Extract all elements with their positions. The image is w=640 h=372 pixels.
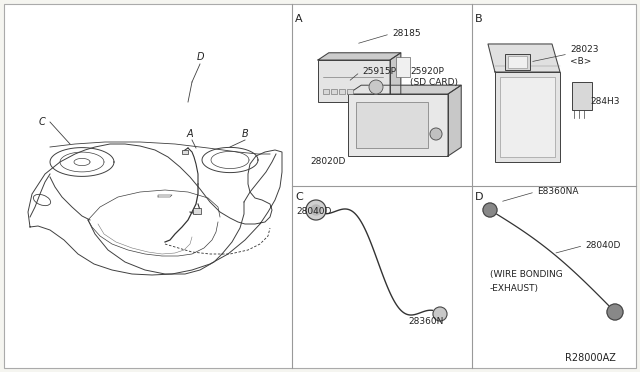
Polygon shape xyxy=(448,85,461,156)
Bar xyxy=(396,57,410,77)
Circle shape xyxy=(433,307,447,321)
Text: R28000AZ: R28000AZ xyxy=(565,353,616,363)
Text: 28360N: 28360N xyxy=(408,317,444,327)
Text: -EXHAUST): -EXHAUST) xyxy=(490,283,539,292)
Text: A: A xyxy=(187,129,193,139)
Text: 28040D: 28040D xyxy=(296,208,332,217)
Bar xyxy=(572,82,592,110)
Bar xyxy=(348,94,448,156)
Polygon shape xyxy=(348,85,461,94)
Polygon shape xyxy=(488,44,560,72)
Circle shape xyxy=(430,128,442,140)
Text: A: A xyxy=(295,14,303,24)
Bar xyxy=(500,77,555,157)
Circle shape xyxy=(483,203,497,217)
Text: 28185: 28185 xyxy=(392,29,420,38)
Text: D: D xyxy=(475,192,483,202)
Bar xyxy=(505,54,530,70)
Polygon shape xyxy=(318,53,401,60)
Text: 28023: 28023 xyxy=(570,45,598,55)
Circle shape xyxy=(369,80,383,94)
Polygon shape xyxy=(390,53,401,102)
Text: B: B xyxy=(475,14,483,24)
Text: C: C xyxy=(38,117,45,127)
Bar xyxy=(193,208,201,214)
Text: 25920P: 25920P xyxy=(410,67,444,77)
Text: 284H3: 284H3 xyxy=(590,97,620,106)
Bar xyxy=(495,72,560,162)
Bar xyxy=(508,56,527,68)
Text: (WIRE BONDING: (WIRE BONDING xyxy=(490,269,563,279)
Text: 25915P: 25915P xyxy=(362,67,396,77)
Bar xyxy=(182,150,188,154)
Bar xyxy=(318,60,390,102)
Bar xyxy=(339,89,345,94)
Circle shape xyxy=(306,200,326,220)
Text: E8360NA: E8360NA xyxy=(537,187,579,196)
Text: <B>: <B> xyxy=(570,58,591,67)
Text: (SD CARD): (SD CARD) xyxy=(410,77,458,87)
Circle shape xyxy=(311,205,321,215)
Text: 28040D: 28040D xyxy=(586,241,621,250)
Bar xyxy=(356,102,428,148)
Text: C: C xyxy=(295,192,303,202)
Text: 28020D: 28020D xyxy=(310,157,346,167)
Circle shape xyxy=(607,304,623,320)
Text: B: B xyxy=(242,129,248,139)
Bar xyxy=(331,89,337,94)
Bar xyxy=(347,89,353,94)
Bar xyxy=(323,89,329,94)
Text: D: D xyxy=(196,52,204,62)
